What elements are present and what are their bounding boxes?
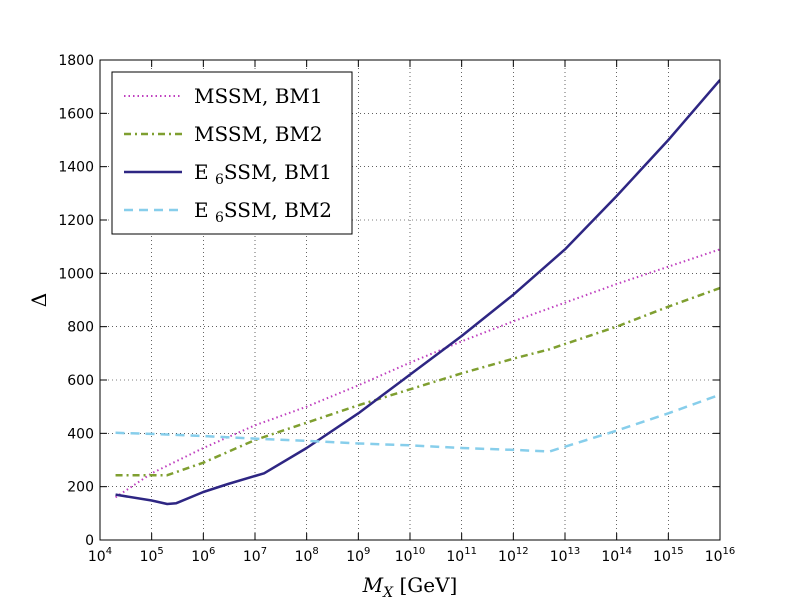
x-tick-label: 107 — [243, 546, 267, 565]
series-group — [114, 79, 720, 506]
y-tick-label: 1400 — [58, 160, 94, 176]
axis-ticks: 104 105 106 107 108 109 1010 1011 1012 1013 1014 10… — [58, 53, 735, 565]
legend-label: MSSM, BM2 — [194, 122, 323, 146]
y-tick-label: 0 — [85, 533, 94, 549]
y-tick-label: 1200 — [58, 213, 94, 229]
x-tick-label: 109 — [346, 546, 370, 565]
y-tick-label: 1800 — [58, 53, 94, 69]
legend-label: E 6SSM, BM1 — [194, 160, 332, 188]
y-tick-label: 600 — [67, 373, 94, 389]
y-axis-label: Δ — [27, 293, 51, 307]
x-tick-label: 106 — [191, 546, 215, 565]
legend-box — [111, 71, 353, 235]
x-tick-label: 1014 — [601, 546, 632, 565]
x-tick-label: 1016 — [705, 546, 736, 565]
x-tick-label: 108 — [295, 546, 319, 565]
x-tick-label: 1011 — [446, 546, 477, 565]
x-tick-label: 1010 — [395, 546, 426, 565]
legend-label: MSSM, BM1 — [194, 84, 323, 108]
x-tick-label: 1012 — [498, 546, 529, 565]
x-tick-label: 104 — [88, 546, 112, 565]
y-tick-label: 800 — [67, 320, 94, 336]
y-tick-label: 400 — [67, 426, 94, 442]
legend: MSSM, BM1 MSSM, BM2 E 6SSM, BM1 E 6SSM, BM2 — [111, 71, 353, 235]
series-line-2 — [115, 286, 720, 477]
x-tick-label: 1015 — [653, 546, 684, 565]
x-tick-label: 105 — [140, 546, 164, 565]
series-line-3 — [115, 79, 720, 506]
y-tick-label: 1000 — [58, 266, 94, 282]
legend-label: E 6SSM, BM2 — [194, 198, 332, 226]
series-line-1 — [114, 248, 720, 499]
x-axis-label: MX [GeV] — [362, 573, 458, 600]
y-tick-label: 1600 — [58, 106, 94, 122]
series-line-4 — [115, 393, 720, 453]
y-tick-label: 200 — [67, 480, 94, 496]
x-tick-label: 1013 — [550, 546, 581, 565]
